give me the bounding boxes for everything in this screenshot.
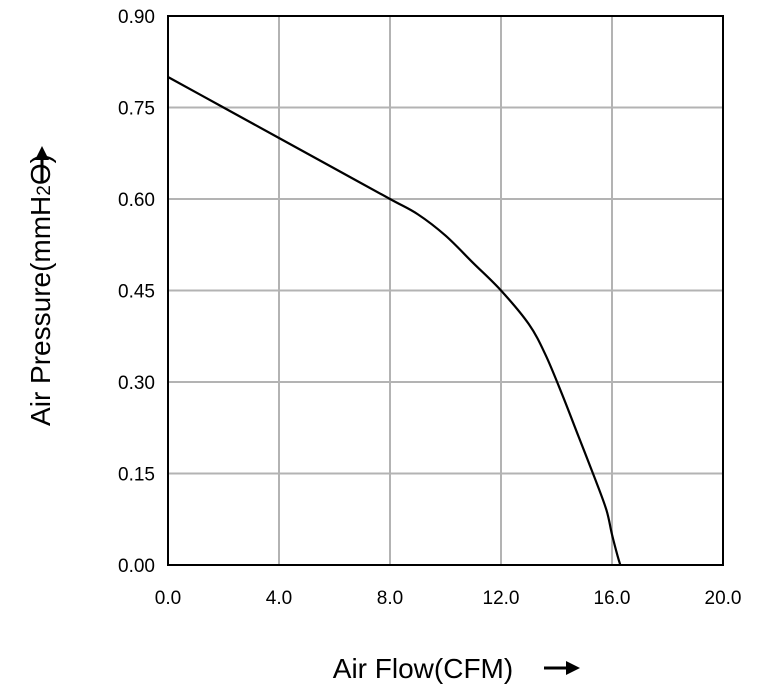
tick-labels: 0.0 4.0 8.0 12.0 16.0 20.0 0.00 0.15 0.30 0.45 0.6… (118, 7, 741, 609)
x-tick-label: 8.0 (377, 588, 403, 609)
x-tick-label: 16.0 (594, 588, 631, 609)
y-tick-label: 0.45 (118, 282, 155, 303)
y-tick-label: 0.75 (118, 99, 155, 120)
y-tick-label: 0.00 (118, 556, 155, 577)
pq-curve-line (167, 76, 622, 566)
x-tick-label: 4.0 (266, 588, 292, 609)
series-layer (167, 76, 622, 566)
y-axis-arrow-icon (35, 146, 49, 182)
y-tick-label: 0.15 (118, 465, 155, 486)
grid-lines (167, 15, 724, 566)
x-tick-label: 0.0 (155, 588, 181, 609)
plot-frame (167, 15, 724, 566)
y-axis-title: Air Pressure(mmH2O) (25, 154, 56, 426)
y-tick-label: 0.30 (118, 373, 155, 394)
x-axis-arrow-icon (544, 661, 580, 675)
x-tick-label: 20.0 (705, 588, 742, 609)
x-axis-title: Air Flow(CFM) (333, 653, 513, 684)
y-tick-label: 0.90 (118, 7, 155, 28)
y-tick-label: 0.60 (118, 190, 155, 211)
x-tick-label: 12.0 (483, 588, 520, 609)
